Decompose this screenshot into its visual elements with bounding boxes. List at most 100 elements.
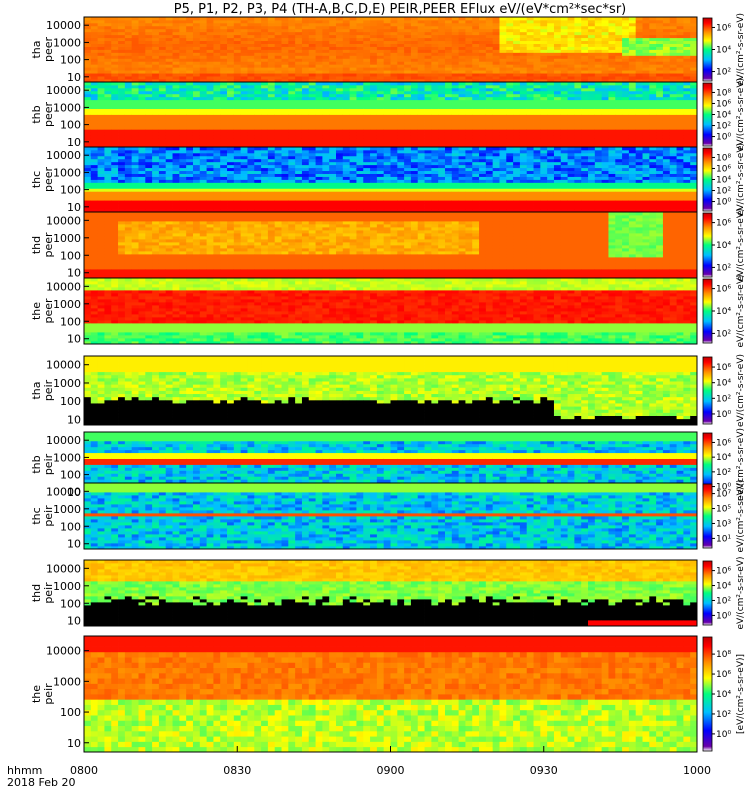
- spectrogram-cell: [233, 117, 242, 121]
- spectrogram-cell: [451, 105, 460, 109]
- spectrogram-cell: [301, 28, 310, 33]
- spectrogram-cell: [656, 31, 664, 36]
- spectrogram-cell: [118, 25, 126, 30]
- spectrogram-cell: [370, 132, 378, 136]
- spectrogram-cell: [553, 40, 562, 44]
- spectrogram-cell: [301, 93, 310, 98]
- spectrogram-cell: [192, 120, 201, 124]
- spectrogram-cell: [247, 22, 255, 27]
- spectrogram-cell: [574, 105, 582, 109]
- spectrogram-cell: [329, 203, 337, 207]
- spectrogram-cell: [172, 117, 180, 121]
- spectrogram-cell: [152, 135, 160, 139]
- spectrogram-cell: [444, 43, 453, 47]
- spectrogram-cell: [417, 111, 425, 115]
- spectrogram-cell: [336, 25, 344, 30]
- spectrogram-cell: [322, 108, 330, 112]
- spectrogram-cell: [376, 152, 385, 157]
- spectrogram-cell: [574, 67, 582, 71]
- spectrogram-cell: [370, 70, 378, 74]
- spectrogram-cell: [553, 117, 562, 121]
- spectrogram-cell: [622, 117, 630, 121]
- spectrogram-cell: [172, 200, 180, 204]
- spectrogram-cell: [472, 141, 480, 145]
- spectrogram-cell: [683, 61, 691, 65]
- spectrogram-cell: [390, 49, 398, 53]
- spectrogram-cell: [581, 144, 589, 148]
- spectrogram-cell: [553, 67, 562, 71]
- spectrogram-cell: [499, 123, 507, 127]
- spectrogram-cell: [506, 117, 514, 121]
- spectrogram-cell: [199, 19, 207, 24]
- spectrogram-cell: [267, 102, 276, 107]
- spectrogram-cell: [213, 206, 221, 210]
- spectrogram-cell: [553, 46, 562, 50]
- spectrogram-cell: [206, 182, 214, 186]
- colorbar-tick-label: 10⁸: [716, 88, 731, 98]
- spectrogram-cell: [220, 191, 228, 195]
- spectrogram-cell: [431, 84, 439, 89]
- spectrogram-cell: [622, 31, 630, 36]
- spectrogram-cell: [690, 46, 698, 50]
- spectrogram-cell: [608, 135, 616, 139]
- spectrogram-cell: [267, 73, 276, 77]
- spectrogram-cell: [628, 120, 637, 124]
- spectrogram-cell: [594, 126, 603, 130]
- spectrogram-cell: [186, 49, 194, 53]
- spectrogram-cell: [179, 200, 187, 204]
- spectrogram-cell: [213, 129, 221, 133]
- spectrogram-cell: [131, 87, 139, 92]
- spectrogram-cell: [424, 123, 432, 127]
- spectrogram-cell: [301, 87, 310, 92]
- spectrogram-cell: [336, 149, 344, 154]
- spectrogram-cell: [206, 176, 214, 180]
- spectrogram-cell: [417, 96, 425, 101]
- spectrogram-cell: [152, 167, 160, 172]
- spectrogram-cell: [274, 206, 282, 210]
- spectrogram-cell: [179, 28, 187, 33]
- spectrogram-cell: [451, 70, 460, 74]
- spectrogram-cell: [417, 28, 425, 33]
- spectrogram-cell: [301, 144, 310, 148]
- spectrogram-cell: [240, 34, 248, 39]
- spectrogram-cell: [206, 105, 214, 109]
- spectrogram-cell: [152, 64, 160, 68]
- spectrogram-cell: [390, 96, 398, 101]
- spectrogram-cell: [288, 167, 296, 172]
- spectrogram-cell: [301, 194, 310, 198]
- spectrogram-cell: [601, 17, 609, 21]
- spectrogram-cell: [662, 61, 671, 65]
- spectrogram-cell: [254, 176, 262, 180]
- spectrogram-cell: [465, 135, 473, 139]
- spectrogram-cell: [390, 141, 398, 145]
- spectrogram-cell: [90, 155, 99, 160]
- spectrogram-cell: [288, 200, 296, 204]
- spectrogram-cell: [622, 123, 630, 127]
- spectrogram-cell: [179, 126, 187, 130]
- spectrogram-cell: [499, 22, 507, 27]
- spectrogram-cell: [472, 49, 480, 53]
- spectrogram-cell: [499, 46, 507, 50]
- spectrogram-cell: [124, 200, 133, 204]
- spectrogram-cell: [138, 99, 146, 104]
- spectrogram-cell: [227, 164, 235, 169]
- spectrogram-cell: [322, 61, 330, 65]
- spectrogram-cell: [397, 79, 405, 83]
- spectrogram-cell: [90, 114, 99, 118]
- spectrogram-cell: [356, 25, 364, 30]
- spectrogram-cell: [199, 206, 207, 210]
- spectrogram-cell: [267, 17, 276, 21]
- spectrogram-cell: [111, 206, 119, 210]
- spectrogram-cell: [84, 126, 92, 130]
- spectrogram-cell: [635, 61, 643, 65]
- spectrogram-cell: [308, 206, 316, 210]
- spectrogram-cell: [376, 67, 385, 71]
- spectrogram-cell: [608, 19, 616, 24]
- spectrogram-cell: [281, 135, 289, 139]
- spectrogram-cell: [472, 22, 480, 27]
- spectrogram-cell: [601, 123, 609, 127]
- spectrogram-thc-peer: [84, 147, 698, 213]
- spectrogram-cell: [410, 76, 419, 80]
- spectrogram-cell: [158, 141, 167, 145]
- spectrogram-cell: [533, 25, 541, 30]
